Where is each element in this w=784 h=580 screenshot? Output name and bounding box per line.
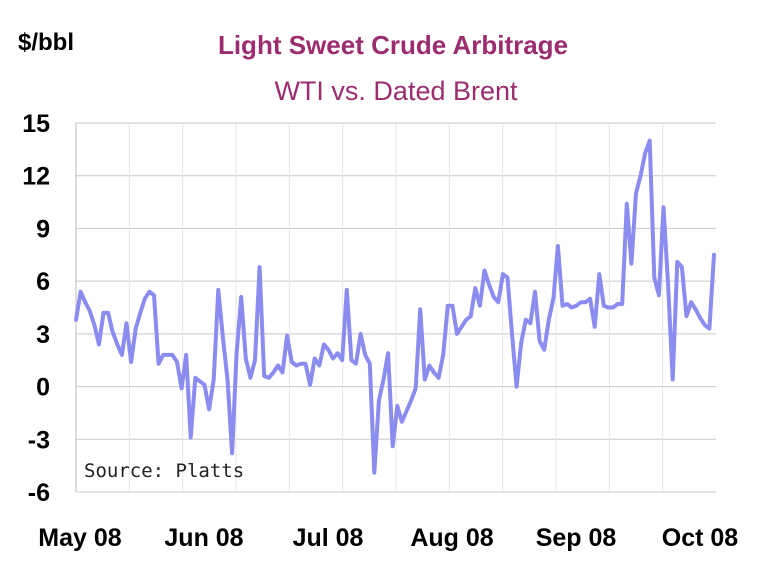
y-tick-label: 15 — [22, 110, 50, 138]
chart-title: Light Sweet Crude Arbitrage — [218, 30, 568, 60]
y-tick-label: -6 — [28, 479, 50, 507]
y-tick-label: 6 — [36, 268, 50, 296]
x-tick-label: Oct 08 — [662, 524, 739, 552]
x-tick-label: May 08 — [38, 524, 121, 552]
y-tick-label: -3 — [28, 426, 50, 454]
y-tick-label: 3 — [36, 321, 50, 349]
chart-subtitle: WTI vs. Dated Brent — [274, 76, 518, 106]
x-tick-label: Jul 08 — [293, 524, 364, 552]
x-axis-ticks: May 08 Jun 08 Jul 08 Aug 08 Sep 08 Oct 08 — [38, 524, 738, 552]
y-tick-label: 0 — [36, 374, 50, 402]
y-axis-ticks: 15 12 9 6 3 0 -3 -6 — [22, 110, 50, 507]
x-tick-label: Aug 08 — [410, 524, 493, 552]
y-axis-unit-label: $/bbl — [18, 29, 74, 56]
y-tick-label: 9 — [36, 215, 50, 243]
y-tick-label: 12 — [22, 163, 50, 191]
x-tick-label: Sep 08 — [536, 524, 617, 552]
series-line — [74, 138, 716, 475]
source-annotation: Source: Platts — [84, 460, 244, 482]
x-tick-label: Jun 08 — [164, 524, 243, 552]
grid-lines — [76, 122, 716, 493]
series-group — [74, 138, 716, 475]
